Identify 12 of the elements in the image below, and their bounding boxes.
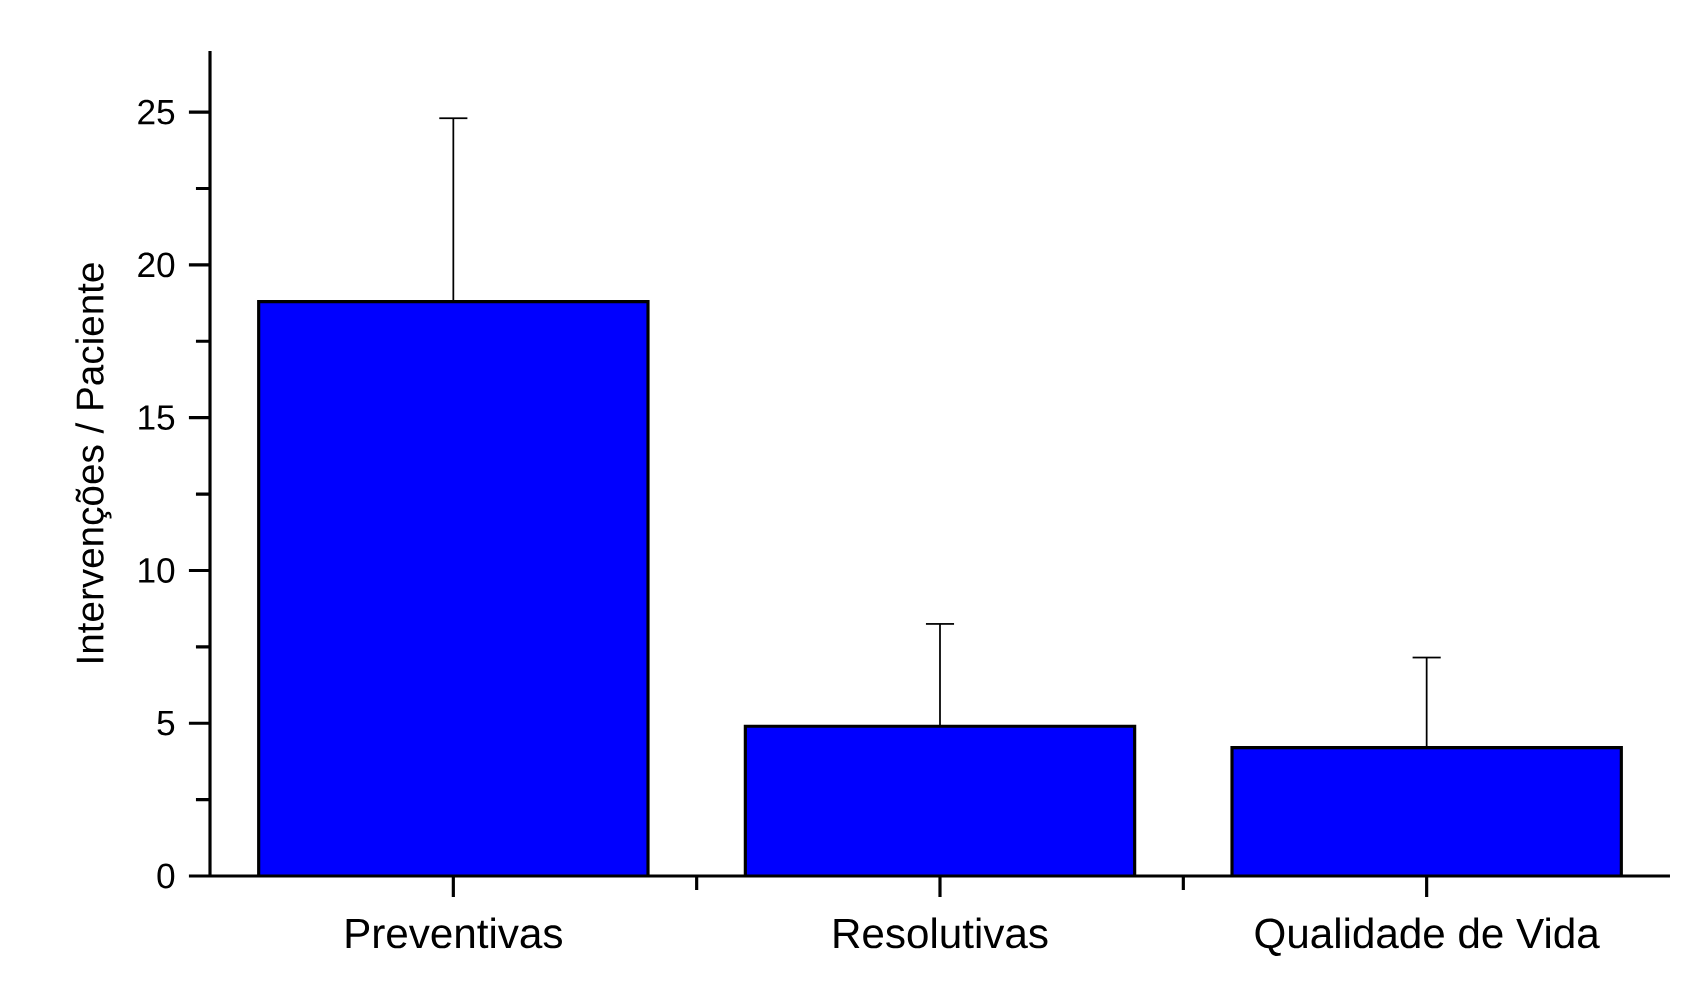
y-tick-label: 10 [139, 558, 175, 583]
bar [745, 726, 1135, 876]
y-tick-label: 0 [157, 863, 175, 889]
y-tick-label: 20 [138, 252, 175, 278]
bar [258, 301, 649, 876]
x-tick-label: Qualidade de Vida [1255, 917, 1600, 956]
x-tick-label: Preventivas [346, 917, 562, 949]
y-tick-label: 5 [157, 710, 175, 736]
y-axis-title: Intervenções / Paciente [75, 263, 112, 662]
y-tick-label: 25 [138, 99, 175, 125]
x-tick-label: Resolutivas [834, 917, 1048, 949]
y-tick-label: 15 [139, 405, 175, 430]
